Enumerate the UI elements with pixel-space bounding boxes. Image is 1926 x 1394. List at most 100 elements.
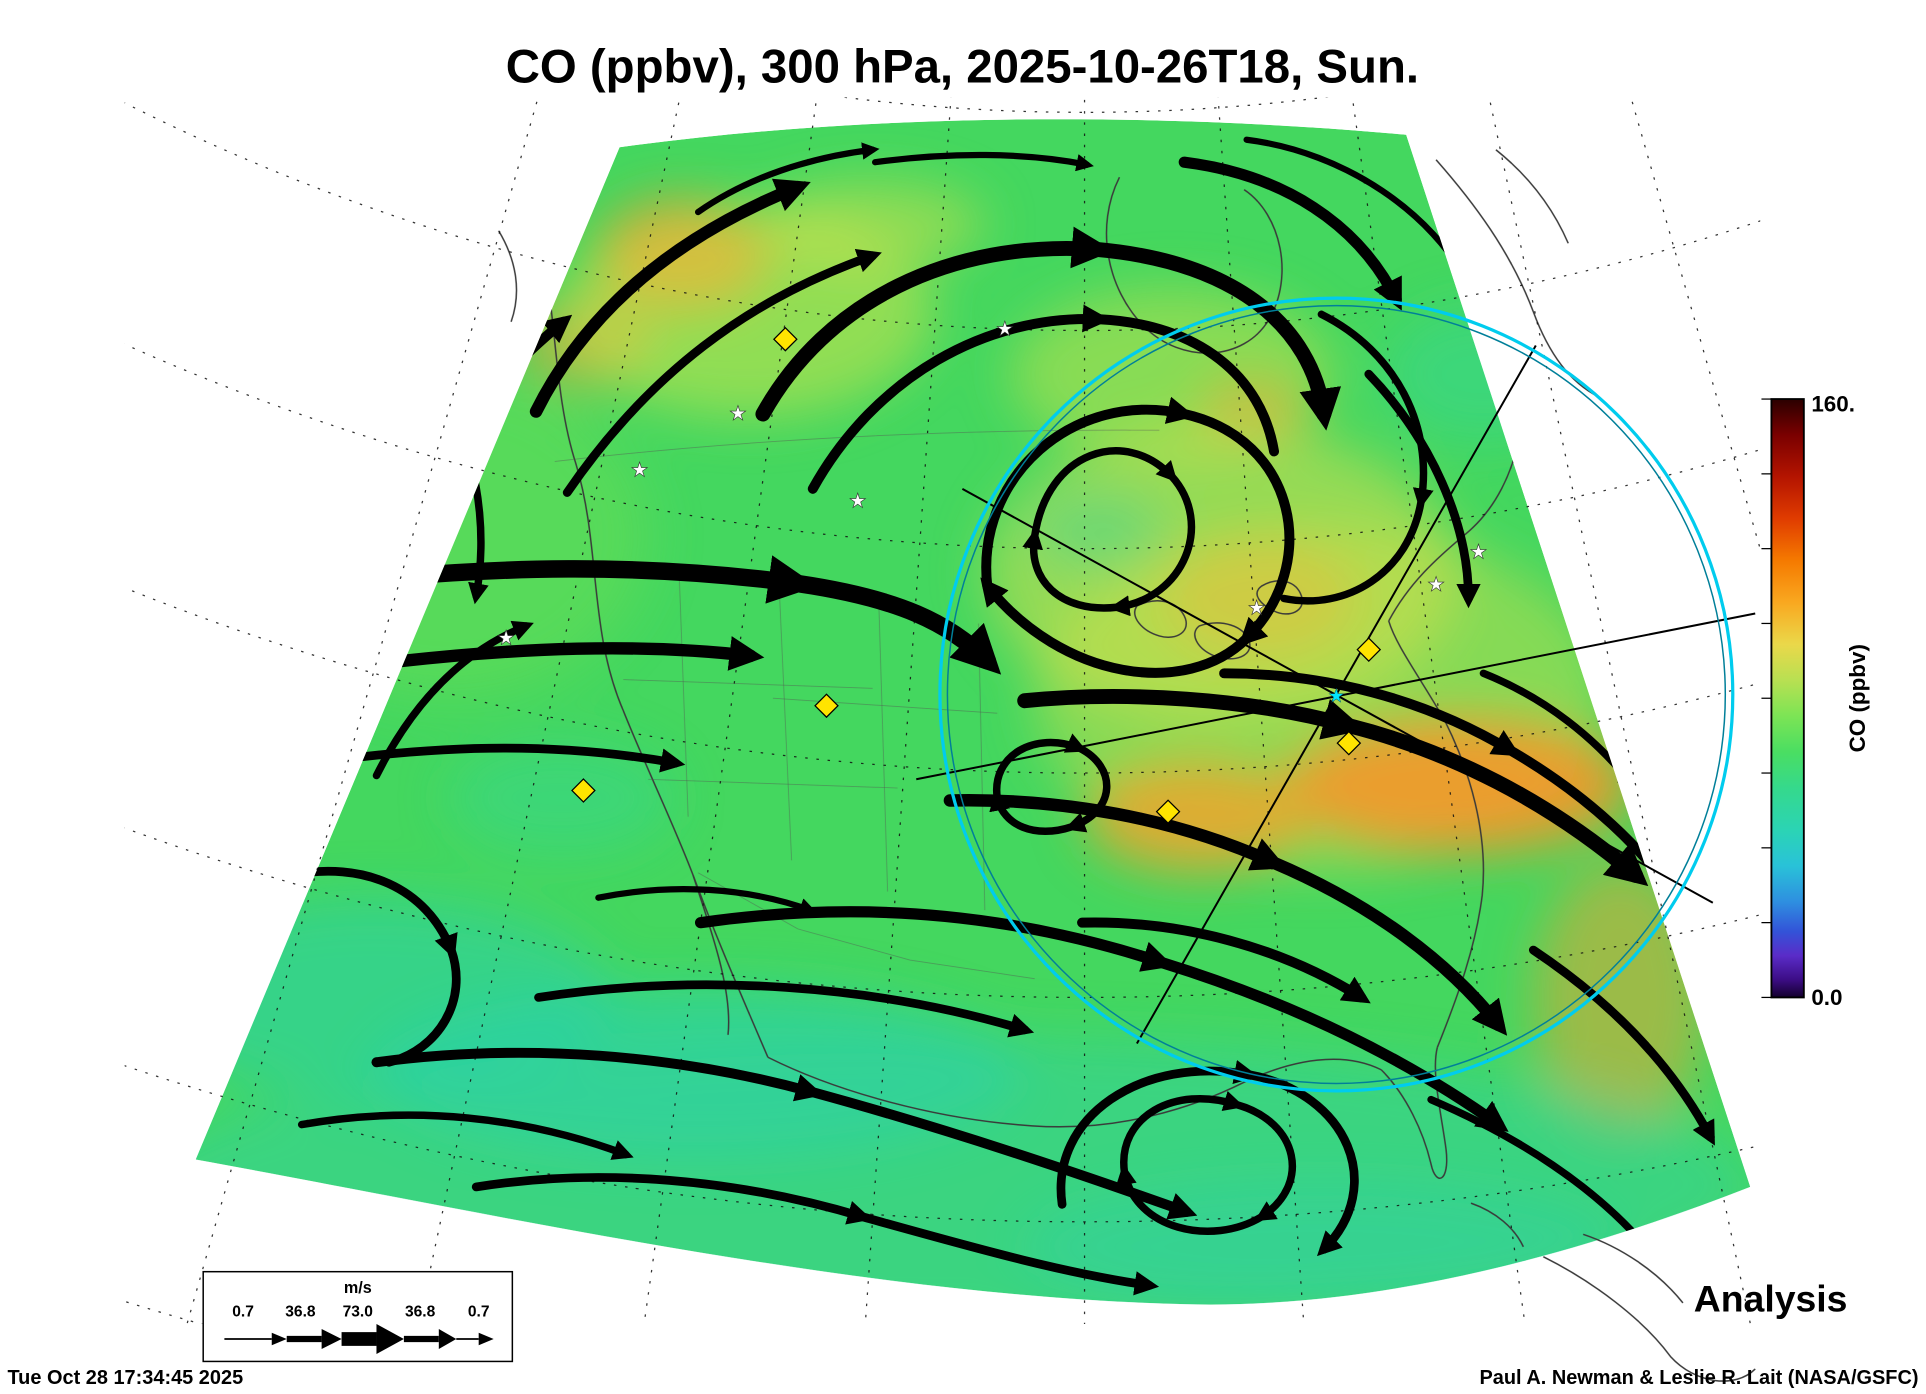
polygon-shape <box>271 1332 287 1346</box>
path-shape <box>1470 1202 1525 1248</box>
range-circle <box>938 296 1735 1093</box>
wind-scale-legend: m/s 0.7 36.8 73.0 36.8 0.7 <box>202 1270 514 1363</box>
site-diamond-marker <box>1356 637 1382 662</box>
wind-streamline <box>562 249 882 497</box>
yellow-diamond-markers <box>571 326 1382 825</box>
site-diamond-marker <box>1336 730 1362 756</box>
ellipse-shape <box>760 180 985 269</box>
wind-streamline <box>1528 945 1715 1146</box>
city-star-marker: ★ <box>1248 598 1266 620</box>
path-shape <box>497 230 518 323</box>
wind-streamline <box>296 555 1002 675</box>
path-shape <box>623 679 873 689</box>
path-shape <box>1542 1256 1756 1382</box>
wind-streamline <box>1056 1060 1359 1257</box>
wind-streamline <box>755 226 1342 431</box>
city-star-marker: ★ <box>849 491 867 513</box>
state-borders <box>554 429 1160 980</box>
colorbar-min-label: 0.0 <box>1811 985 1842 1010</box>
wind-streamline <box>871 151 1094 172</box>
crosshair-line <box>1136 344 1537 1045</box>
line-shape <box>864 97 952 1325</box>
city-star-marker: ★ <box>1470 542 1488 564</box>
wind-streamline <box>371 1047 1198 1220</box>
crosshair-lines <box>916 344 1756 1045</box>
wind-streamline <box>1280 310 1434 605</box>
wind-streamline <box>471 1173 1160 1296</box>
city-star-marker: ★ <box>631 459 649 481</box>
path-shape <box>772 697 998 714</box>
city-star-marker: ★ <box>1427 574 1445 596</box>
wind-streamline <box>992 742 1111 831</box>
wind-speed-value: 0.7 <box>468 1304 490 1321</box>
co-field-layer <box>195 119 1751 1305</box>
wind-streamline <box>1427 1095 1654 1256</box>
footer-timestamp: Tue Oct 28 17:34:45 2025 <box>7 1367 243 1389</box>
wind-speed-value: 0.7 <box>232 1304 254 1321</box>
coastline-baja <box>692 875 769 1058</box>
colorbar-ticks <box>1761 398 1772 999</box>
polygon-shape <box>321 1329 342 1349</box>
city-star-marker: ★ <box>497 628 515 650</box>
marker-layer: ★ ★ ★ ★ ★ ★ ★ ★ ★ <box>497 318 1488 825</box>
site-diamond-marker <box>571 778 596 803</box>
footer-credit: Paul A. Newman & Leslie R. Lait (NASA/GS… <box>1479 1367 1918 1389</box>
wind-streamline <box>1219 668 1692 923</box>
crosshair-line <box>961 487 1714 904</box>
ellipse-shape <box>1028 492 1166 568</box>
wind-speed-value: 36.8 <box>285 1304 316 1321</box>
coastline-outside-sector <box>497 149 1756 1382</box>
polygon-shape <box>438 1329 457 1349</box>
wind-legend-unit: m/s <box>344 1279 372 1297</box>
coastline-northeast <box>1388 433 1521 622</box>
wind-streamline <box>1364 369 1481 609</box>
range-circle-inner <box>946 304 1727 1085</box>
wind-speed-value: 73.0 <box>343 1304 374 1321</box>
wind-streamline <box>284 866 461 1067</box>
wind-streamline <box>372 620 534 780</box>
wind-streamline <box>309 743 686 773</box>
wind-scale-arrows <box>224 1324 494 1354</box>
path-shape <box>1582 1233 1684 1304</box>
city-star-marker: ★ <box>996 318 1014 340</box>
colorbar: 160. 0.0 CO (ppbv) <box>1761 392 1870 1010</box>
wind-streamline <box>297 1111 634 1160</box>
colorbar-max-label: 160. <box>1811 392 1855 417</box>
site-diamond-marker <box>773 326 798 352</box>
analysis-label: Analysis <box>1694 1278 1848 1320</box>
wind-streamline <box>1077 917 1371 1004</box>
wind-streamline <box>595 886 817 915</box>
site-diamond-marker <box>1155 799 1181 825</box>
line-shape <box>1630 97 1761 552</box>
center-star-marker: ★ <box>1328 685 1345 706</box>
path-shape <box>697 872 1035 980</box>
wind-legend-values: 0.7 36.8 73.0 36.8 0.7 <box>232 1304 489 1321</box>
polygon-shape <box>376 1324 404 1354</box>
line-shape <box>643 97 818 1325</box>
polygon-shape <box>478 1332 494 1346</box>
wind-speed-value: 36.8 <box>405 1304 436 1321</box>
footer: Tue Oct 28 17:34:45 2025 Paul A. Newman … <box>7 1367 1918 1389</box>
ellipse-shape <box>448 741 674 855</box>
path-shape <box>678 579 689 817</box>
line-shape <box>1488 97 1752 1325</box>
path-shape <box>1495 149 1569 244</box>
white-star-markers: ★ ★ ★ ★ ★ ★ ★ ★ <box>497 318 1488 650</box>
figure-title: CO (ppbv), 300 hPa, 2025-10-26T18, Sun. <box>506 40 1419 93</box>
line-shape <box>186 97 539 1325</box>
colorbar-axis-label: CO (ppbv) <box>1845 644 1870 752</box>
wind-streamline <box>807 304 1280 494</box>
path-shape <box>1435 159 1599 398</box>
wind-streamline <box>529 178 811 418</box>
site-diamond-marker <box>814 693 839 719</box>
city-star-marker: ★ <box>729 403 747 425</box>
wind-streamline <box>694 906 1509 1132</box>
wind-streamline <box>1178 156 1402 311</box>
streamline-layer <box>280 136 1715 1296</box>
wind-streamline <box>534 980 1035 1038</box>
wind-legend-box <box>202 1270 514 1363</box>
range-circle-outer <box>938 296 1735 1093</box>
path-shape <box>648 778 898 789</box>
